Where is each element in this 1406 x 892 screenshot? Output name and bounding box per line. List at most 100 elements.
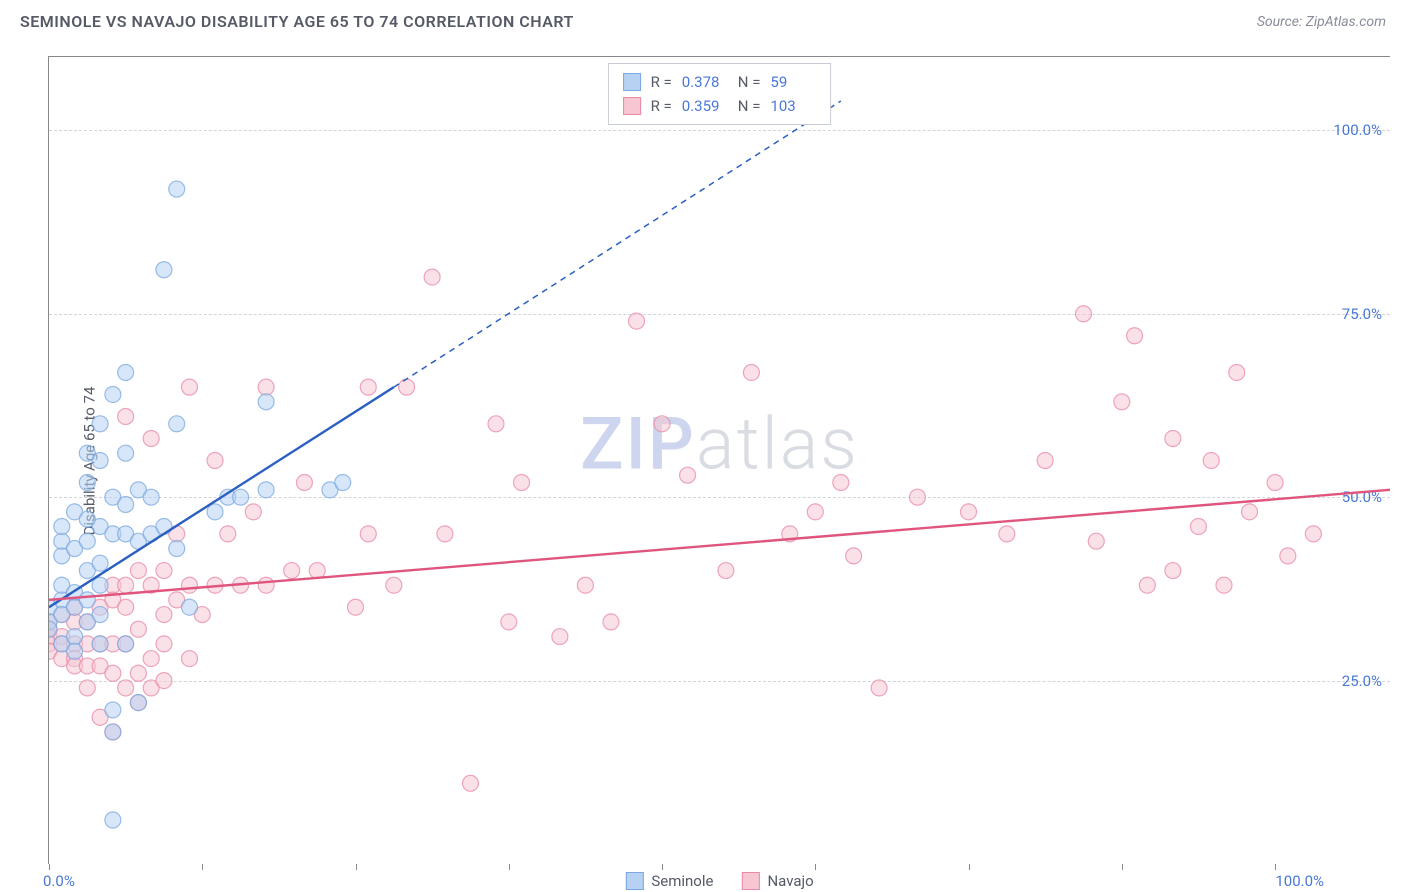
data-point	[143, 430, 159, 446]
data-point	[143, 489, 159, 505]
legend-label-seminole: Seminole	[651, 872, 713, 890]
scatter-plot-svg	[49, 57, 1390, 864]
value-r-navajo: 0.359	[682, 94, 728, 118]
data-point	[424, 269, 440, 285]
data-point	[67, 629, 83, 645]
data-point	[462, 775, 478, 791]
x-axis-label-min: 0.0%	[43, 872, 75, 890]
data-point	[233, 489, 249, 505]
chart-title: SEMINOLE VS NAVAJO DISABILITY AGE 65 TO …	[20, 12, 574, 31]
label-r: R =	[651, 94, 672, 118]
legend-item-navajo: Navajo	[741, 872, 813, 890]
data-point	[1216, 577, 1232, 593]
data-point	[156, 607, 172, 623]
data-point	[1139, 577, 1155, 593]
data-point	[1305, 526, 1321, 542]
value-n-seminole: 59	[770, 70, 816, 94]
data-point	[169, 541, 185, 557]
data-point	[501, 614, 517, 630]
label-r: R =	[651, 70, 672, 94]
swatch-seminole	[625, 872, 643, 890]
data-point	[92, 607, 108, 623]
data-point	[1242, 504, 1258, 520]
data-point	[258, 394, 274, 410]
trend-line	[394, 101, 841, 387]
data-point	[118, 408, 134, 424]
data-point	[1127, 328, 1143, 344]
data-point	[245, 504, 261, 520]
legend-item-seminole: Seminole	[625, 872, 713, 890]
data-point	[718, 563, 734, 579]
data-point	[514, 475, 530, 491]
data-point	[92, 453, 108, 469]
data-point	[92, 416, 108, 432]
legend-label-navajo: Navajo	[767, 872, 813, 890]
data-point	[1114, 394, 1130, 410]
data-point	[105, 386, 121, 402]
x-tick	[1122, 864, 1123, 870]
data-point	[296, 475, 312, 491]
data-point	[1267, 475, 1283, 491]
x-tick	[969, 864, 970, 870]
data-point	[258, 379, 274, 395]
data-point	[130, 563, 146, 579]
data-point	[284, 563, 300, 579]
swatch-seminole	[623, 73, 641, 91]
data-point	[335, 475, 351, 491]
data-point	[118, 364, 134, 380]
data-point	[871, 680, 887, 696]
data-point	[846, 548, 862, 564]
data-point	[1190, 519, 1206, 535]
data-point	[488, 416, 504, 432]
legend-row-navajo: R = 0.359 N = 103	[623, 94, 817, 118]
data-point	[1165, 430, 1181, 446]
data-point	[628, 313, 644, 329]
data-point	[1088, 533, 1104, 549]
data-point	[258, 482, 274, 498]
data-point	[207, 453, 223, 469]
value-n-navajo: 103	[770, 94, 816, 118]
source-credit: Source: ZipAtlas.com	[1257, 14, 1386, 30]
label-n: N =	[738, 70, 761, 94]
data-point	[105, 665, 121, 681]
data-point	[79, 680, 95, 696]
data-point	[92, 636, 108, 652]
data-point	[156, 519, 172, 535]
data-point	[833, 475, 849, 491]
data-point	[220, 526, 236, 542]
data-point	[552, 629, 568, 645]
data-point	[309, 563, 325, 579]
legend-correlation-box: R = 0.378 N = 59 R = 0.359 N = 103	[608, 63, 832, 125]
data-point	[603, 614, 619, 630]
legend-row-seminole: R = 0.378 N = 59	[623, 70, 817, 94]
legend-bottom: Seminole Navajo	[625, 872, 813, 890]
data-point	[181, 599, 197, 615]
data-point	[105, 812, 121, 828]
data-point	[743, 364, 759, 380]
x-tick	[356, 864, 357, 870]
data-point	[181, 379, 197, 395]
x-tick	[49, 864, 50, 870]
data-point	[1280, 548, 1296, 564]
x-tick	[1275, 864, 1276, 870]
data-point	[105, 724, 121, 740]
x-axis-label-max: 100.0%	[1275, 872, 1324, 890]
data-point	[181, 577, 197, 593]
data-point	[1229, 364, 1245, 380]
data-point	[54, 519, 70, 535]
data-point	[1075, 306, 1091, 322]
data-point	[654, 416, 670, 432]
swatch-navajo	[623, 97, 641, 115]
x-tick	[815, 864, 816, 870]
data-point	[577, 577, 593, 593]
data-point	[348, 599, 364, 615]
x-tick	[509, 864, 510, 870]
data-point	[1037, 453, 1053, 469]
data-point	[118, 445, 134, 461]
data-point	[79, 475, 95, 491]
data-point	[118, 636, 134, 652]
data-point	[399, 379, 415, 395]
data-point	[807, 504, 823, 520]
data-point	[156, 262, 172, 278]
label-n: N =	[738, 94, 761, 118]
